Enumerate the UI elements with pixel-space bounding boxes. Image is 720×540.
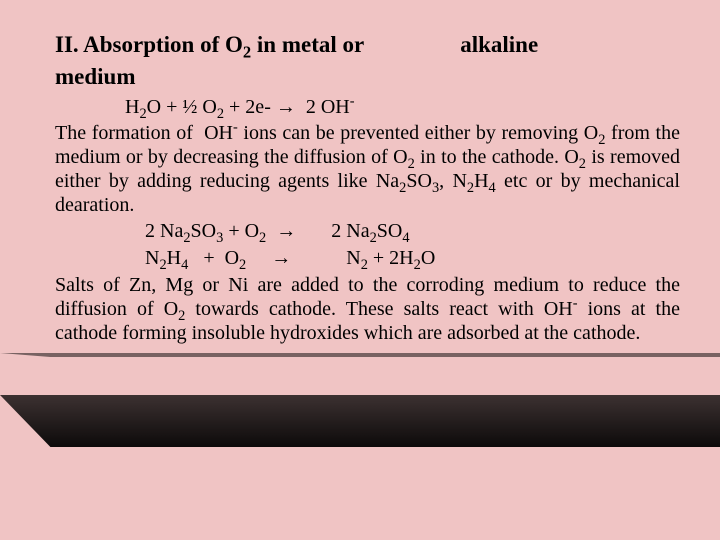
section-heading: II. Absorption of O2 in metal or alkalin… [55,32,680,58]
decorative-shadow-thick [0,395,720,447]
section-heading-line2: medium [55,64,680,90]
heading-gap [364,32,460,58]
slide-content: II. Absorption of O2 in metal or alkalin… [0,0,720,345]
decorative-shadow-thin [0,353,720,357]
paragraph-salts: Salts of Zn, Mg or Ni are added to the c… [55,273,680,345]
equation-hydrazine: N2H4 + O2 → N2 + 2H2O [145,246,680,271]
heading-line2-text: medium [55,64,136,90]
heading-right: alkaline [460,32,538,58]
paragraph-prevention: The formation of OH- ions can be prevent… [55,121,680,217]
heading-left: II. Absorption of O2 in metal or [55,32,364,58]
equation-sodium-sulfite: 2 Na2SO3 + O2 → 2 Na2SO4 [145,219,680,244]
equation-main-reaction: H2O + ½ O2 + 2e- → 2 OH- [125,96,680,119]
